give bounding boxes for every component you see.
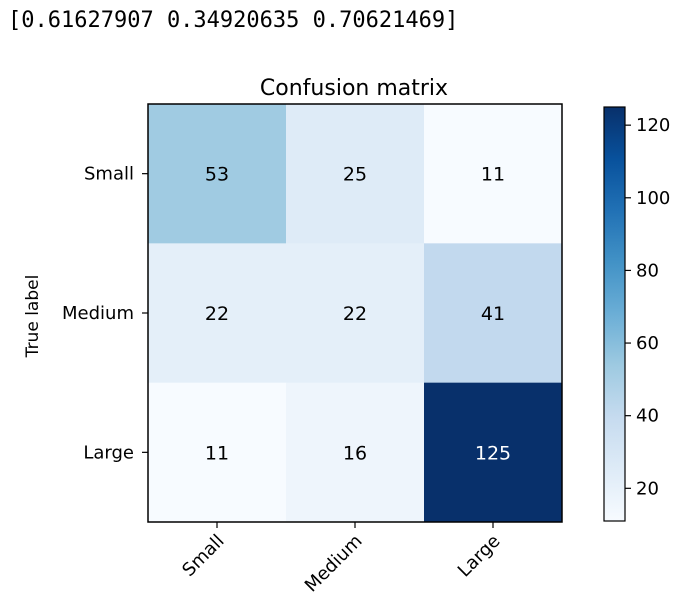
colorbar-tick-label: 120 xyxy=(636,115,670,136)
cell-value-label: 22 xyxy=(343,303,367,325)
heatmap-cells xyxy=(148,104,563,523)
chart-title: Confusion matrix xyxy=(260,76,448,101)
heatmap-cell xyxy=(286,382,425,523)
y-tick-label: Large xyxy=(83,442,134,463)
y-axis-ticks: Small Medium Large xyxy=(62,164,148,463)
x-axis-ticks: Small Medium Large xyxy=(178,522,505,597)
y-tick-label: Medium xyxy=(62,303,134,324)
x-tick-label: Medium xyxy=(301,531,367,597)
heatmap-cell xyxy=(148,104,287,244)
cell-value-labels: 53 25 11 22 22 41 11 16 125 xyxy=(205,164,511,465)
x-tick-label: Small xyxy=(178,531,228,581)
cell-value-label: 11 xyxy=(481,164,505,186)
colorbar xyxy=(603,106,626,522)
heatmap-cell xyxy=(424,382,563,523)
cell-value-label: 41 xyxy=(481,303,505,325)
heatmap-cell xyxy=(424,243,563,384)
cell-value-label: 11 xyxy=(205,442,229,464)
cell-value-label: 53 xyxy=(205,164,229,186)
cell-value-label: 125 xyxy=(475,442,511,464)
y-tick-label: Small xyxy=(84,164,134,185)
cell-value-label: 16 xyxy=(343,442,367,464)
heatmap-cell xyxy=(424,104,563,244)
colorbar-tick-label: 80 xyxy=(636,260,659,281)
printed-output: [0.61627907 0.34920635 0.70621469] xyxy=(8,8,459,33)
colorbar-tick-label: 40 xyxy=(636,406,659,427)
colorbar-ticks: 20 40 60 80 100 120 xyxy=(625,115,670,499)
x-tick-label: Large xyxy=(454,531,505,582)
heatmap-cell xyxy=(286,243,425,384)
colorbar-tick-label: 100 xyxy=(636,188,670,209)
heatmap-cell xyxy=(148,382,287,523)
heatmap-cell xyxy=(286,104,425,244)
y-axis-label: True label xyxy=(23,275,43,359)
colorbar-tick-label: 20 xyxy=(636,478,659,499)
colorbar-tick-label: 60 xyxy=(636,333,659,354)
heatmap-cell xyxy=(148,243,287,384)
cell-value-label: 25 xyxy=(343,164,367,186)
cell-value-label: 22 xyxy=(205,303,229,325)
